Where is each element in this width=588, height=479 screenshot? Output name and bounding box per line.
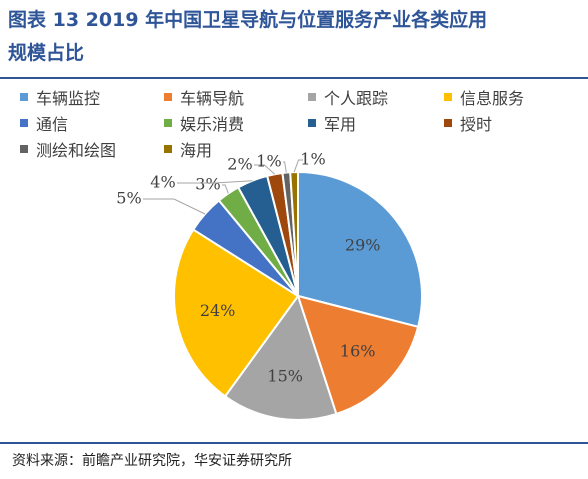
legend-swatch <box>308 93 316 101</box>
legend-item: 测绘和绘图 <box>20 138 116 160</box>
legend-item: 车辆导航 <box>164 86 244 108</box>
legend-label: 个人跟踪 <box>324 89 389 108</box>
legend-swatch <box>444 93 452 101</box>
leader-line <box>293 159 303 173</box>
title-divider <box>0 77 588 79</box>
source-note: 资料来源：前瞻产业研究院，华安证券研究所 <box>12 453 292 469</box>
legend-item: 军用 <box>308 112 356 134</box>
legend-swatch <box>308 119 316 127</box>
leader-line <box>177 180 253 184</box>
legend-label: 军用 <box>324 115 357 134</box>
data-label: 29% <box>345 235 381 254</box>
legend-label: 通信 <box>36 115 69 134</box>
legend-label: 测绘和绘图 <box>36 141 117 160</box>
legend-swatch <box>164 119 172 127</box>
leader-line <box>254 164 276 175</box>
data-label: 4% <box>150 173 175 192</box>
data-label: 2% <box>227 155 252 174</box>
data-label: 16% <box>340 342 376 361</box>
pie-slice <box>223 293 338 421</box>
legend-label: 车辆监控 <box>36 89 101 108</box>
data-label: 1% <box>256 152 281 171</box>
pie-chart: 29%16%15%24%5%3%4%2% 1% 1% <box>116 150 423 421</box>
pie-slice <box>296 294 420 416</box>
legend-item: 授时 <box>444 112 492 134</box>
legend-item: 娱乐消费 <box>164 112 244 134</box>
legend-label: 车辆导航 <box>180 89 245 108</box>
data-label: 1% <box>300 150 325 169</box>
leader-line <box>143 198 206 215</box>
data-label: 24% <box>200 301 236 320</box>
legend-swatch <box>20 93 28 101</box>
chart-title-line-2: 规模占比 <box>8 42 85 64</box>
data-label: 15% <box>267 366 303 385</box>
legend-item: 信息服务 <box>444 86 524 108</box>
leader-line <box>283 161 287 173</box>
legend-swatch <box>164 145 172 153</box>
legend-label: 海用 <box>180 141 213 160</box>
legend-item: 通信 <box>20 112 68 134</box>
legend-swatch <box>20 119 28 127</box>
legend-swatch <box>164 93 172 101</box>
legend-swatch <box>20 145 28 153</box>
chart-title: 图表 13 2019 年中国卫星导航与位置服务产业各类应用 规模占比 <box>8 4 580 70</box>
legend-swatch <box>444 119 452 127</box>
data-label: 5% <box>116 189 141 208</box>
data-label: 3% <box>195 175 220 194</box>
legend-item: 海用 <box>164 138 212 160</box>
legend-label: 授时 <box>460 115 493 134</box>
pie-slice <box>297 170 423 329</box>
legend-label: 信息服务 <box>460 89 525 108</box>
leader-line <box>222 184 229 194</box>
legend-label: 娱乐消费 <box>180 115 245 134</box>
legend-item: 个人跟踪 <box>308 86 388 108</box>
footer-divider <box>0 442 588 444</box>
chart-title-line-1: 图表 13 2019 年中国卫星导航与位置服务产业各类应用 <box>8 9 488 31</box>
legend-item: 车辆监控 <box>20 86 100 108</box>
pie-slice <box>173 228 300 398</box>
